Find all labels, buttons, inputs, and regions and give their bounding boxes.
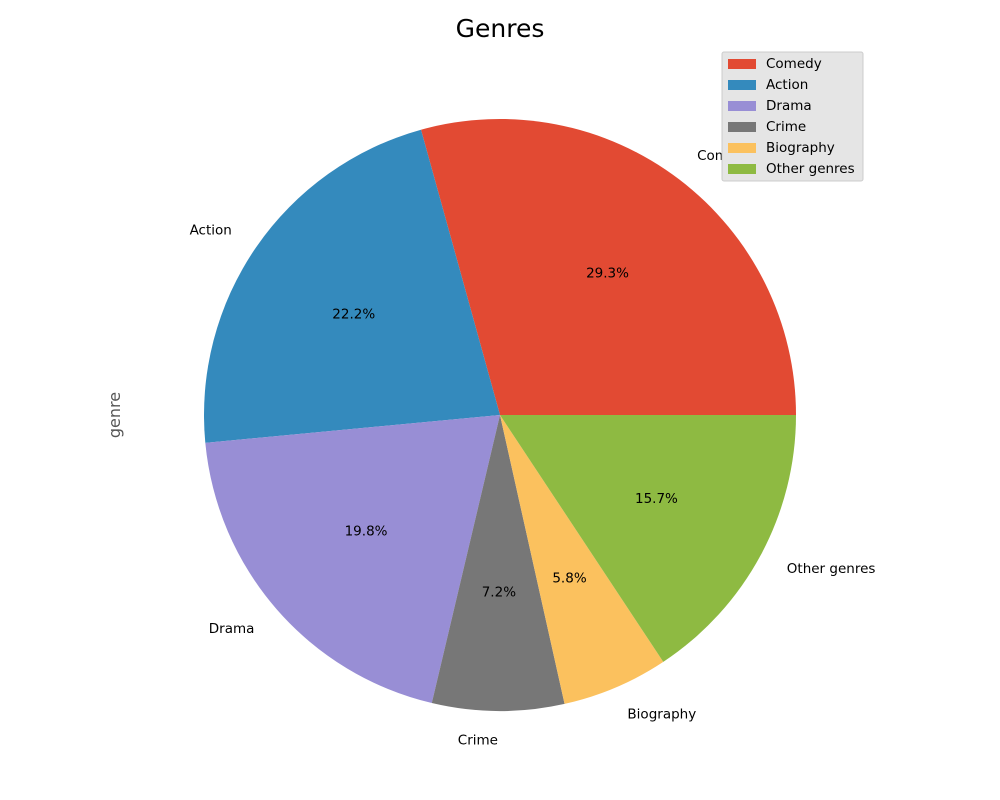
legend-label-other-genres: Other genres [766, 161, 855, 177]
pct-label-comedy: 29.3% [586, 266, 629, 282]
legend-label-drama: Drama [766, 98, 812, 114]
slice-label-other-genres: Other genres [787, 561, 876, 577]
slice-label-biography: Biography [627, 707, 696, 723]
pct-label-action: 22.2% [332, 306, 375, 322]
pie-slice-crime [431, 415, 565, 711]
legend-swatch-biography [728, 143, 756, 153]
slice-label-action: Action [190, 222, 232, 238]
legend-swatch-comedy [728, 59, 756, 69]
legend-swatch-drama [728, 101, 756, 111]
pct-label-other-genres: 15.7% [635, 491, 678, 507]
pie-slice-drama [205, 415, 500, 704]
legend-label-action: Action [766, 77, 808, 93]
legend-swatch-crime [728, 122, 756, 132]
legend-label-biography: Biography [766, 140, 835, 156]
percentage-labels: 29.3% 22.2% 19.8% 7.2% 5.8% 15.7% [332, 266, 678, 601]
pie-slice-biography [500, 415, 664, 704]
pie-slice-action [204, 129, 500, 443]
pct-label-drama: 19.8% [345, 524, 388, 540]
y-axis-label: genre [105, 392, 124, 438]
legend: Comedy Action Drama Crime Biography Other gen… [721, 51, 864, 182]
legend-label-comedy: Comedy [766, 56, 822, 72]
pie-slices [204, 119, 796, 711]
pct-label-crime: 7.2% [482, 585, 516, 601]
pie-slice-comedy [420, 119, 796, 416]
chart-title: Genres [456, 14, 545, 43]
legend-swatch-action [728, 80, 756, 90]
legend-box [721, 51, 864, 182]
pie-slice-other-genres [500, 415, 796, 662]
legend-swatch-other-genres [728, 164, 756, 174]
slice-label-drama: Drama [209, 621, 255, 637]
legend-label-crime: Crime [766, 119, 806, 135]
pct-label-biography: 5.8% [552, 570, 586, 586]
slice-label-crime: Crime [458, 733, 498, 749]
